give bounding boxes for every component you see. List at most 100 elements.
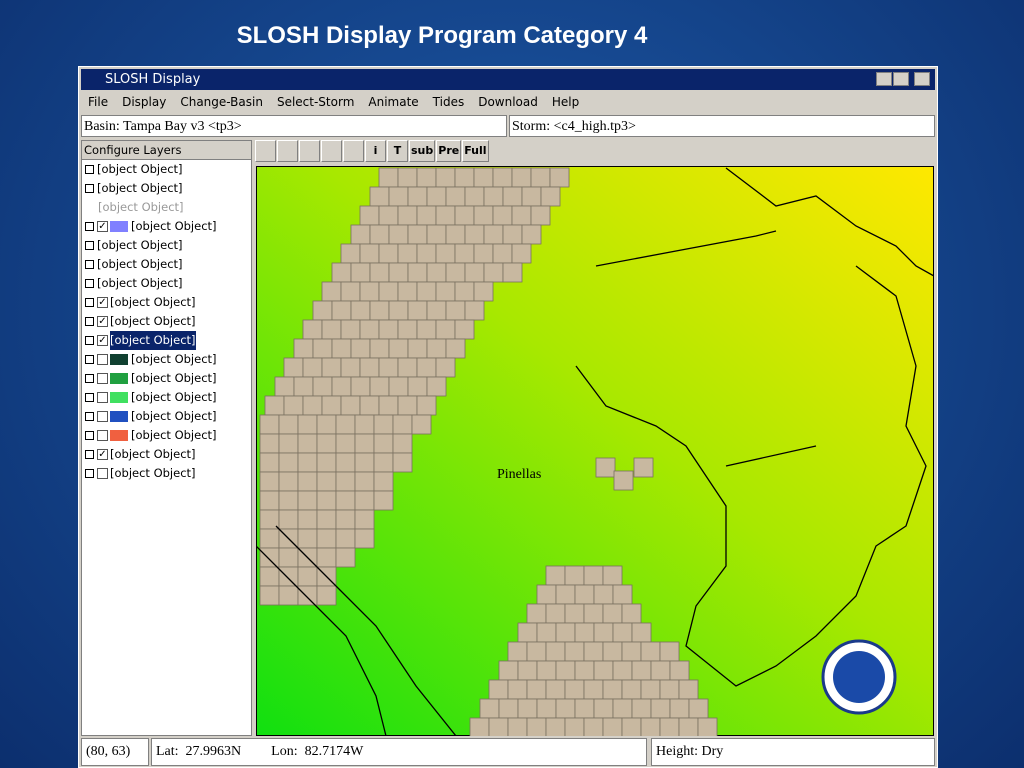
- dry-cell: [545, 717, 566, 736]
- dry-cell: [373, 414, 394, 435]
- dry-cell: [369, 262, 390, 283]
- layers-header: Configure Layers: [82, 141, 251, 160]
- dry-cell: [678, 717, 699, 736]
- dry-cell: [359, 357, 380, 378]
- dry-cell: [612, 584, 633, 605]
- dry-cell: [316, 585, 337, 606]
- layer-row[interactable]: [object Object]: [82, 407, 251, 426]
- dry-cell: [335, 414, 356, 435]
- window: SLOSH Display File Display Change-Basin Sel…: [78, 66, 938, 768]
- checkbox[interactable]: ✓: [97, 449, 108, 460]
- layer-row[interactable]: [object Object]: [82, 350, 251, 369]
- menu-item[interactable]: Display: [122, 95, 167, 109]
- dry-cell: [331, 376, 352, 397]
- checkbox[interactable]: [97, 354, 108, 365]
- checkbox[interactable]: ✓: [97, 316, 108, 327]
- dry-cell: [464, 186, 485, 207]
- layer-row[interactable]: ✓ [object Object]: [82, 293, 251, 312]
- menu-item[interactable]: File: [88, 95, 109, 109]
- checkbox[interactable]: [97, 411, 108, 422]
- checkbox[interactable]: ✓: [97, 335, 108, 346]
- maximize-button[interactable]: [893, 72, 909, 86]
- dry-cell: [454, 243, 475, 264]
- dry-cell: [583, 641, 604, 662]
- dry-cell: [354, 509, 375, 530]
- dry-cell: [526, 679, 547, 700]
- dry-cell: [335, 490, 356, 511]
- close-button[interactable]: [914, 72, 930, 86]
- checkbox[interactable]: [97, 430, 108, 441]
- dry-cell: [464, 300, 485, 321]
- dry-cell: [278, 433, 299, 454]
- layer-label: [object Object]: [110, 466, 196, 480]
- dry-cell: [297, 490, 318, 511]
- layer-row[interactable]: [object Object]: [82, 274, 251, 293]
- layer-row[interactable]: [object Object]: [82, 179, 251, 198]
- pan-button[interactable]: [321, 140, 342, 162]
- checkbox[interactable]: [97, 373, 108, 384]
- tool-button[interactable]: Full: [462, 140, 489, 162]
- dry-cell: [526, 717, 547, 736]
- checkbox[interactable]: ✓: [97, 221, 108, 232]
- layer-row[interactable]: ✓ [object Object]: [82, 445, 251, 464]
- layer-row[interactable]: [object Object]: [82, 388, 251, 407]
- dry-cell: [583, 717, 604, 736]
- dry-cell: [426, 224, 447, 245]
- checkbox[interactable]: ✓: [97, 297, 108, 308]
- dry-cell: [521, 224, 542, 245]
- menu-item[interactable]: Download: [478, 95, 538, 109]
- dry-cell: [350, 376, 371, 397]
- dry-cell: [278, 566, 299, 587]
- checkbox[interactable]: [97, 392, 108, 403]
- dry-cell: [259, 585, 280, 606]
- layer-row[interactable]: [object Object]: [82, 255, 251, 274]
- tool-button[interactable]: T: [387, 140, 408, 162]
- pointer-button[interactable]: [255, 140, 276, 162]
- coastline: [256, 167, 934, 736]
- menu-bar: File Display Change-Basin Select-Storm Anima…: [81, 91, 586, 113]
- menu-item[interactable]: Animate: [368, 95, 419, 109]
- layer-row[interactable]: [object Object]: [82, 160, 251, 179]
- layer-row[interactable]: ✓ [object Object]: [82, 331, 251, 350]
- dry-cell: [640, 717, 661, 736]
- dry-cell: [416, 319, 437, 340]
- tool-button[interactable]: i: [365, 140, 386, 162]
- menu-item[interactable]: Change-Basin: [180, 95, 263, 109]
- dry-cell: [283, 395, 304, 416]
- zoom-out-button[interactable]: [299, 140, 320, 162]
- dry-cell: [426, 186, 447, 207]
- dry-cell: [602, 603, 623, 624]
- dry-cell: [350, 338, 371, 359]
- menu-item[interactable]: Select-Storm: [276, 95, 355, 109]
- lat-lon: Lat: 27.9963N Lon: 82.7174W: [151, 738, 647, 766]
- tool-button[interactable]: sub: [409, 140, 436, 162]
- layer-row[interactable]: ✓ [object Object]: [82, 217, 251, 236]
- dry-cell: [321, 395, 342, 416]
- expander: [85, 184, 94, 193]
- layer-row[interactable]: [object Object]: [82, 236, 251, 255]
- expander: [85, 165, 94, 174]
- dry-cell: [316, 509, 337, 530]
- tool-button[interactable]: Pre: [436, 140, 462, 162]
- layer-row[interactable]: [object Object]: [82, 369, 251, 388]
- dry-cell: [350, 224, 371, 245]
- layer-row[interactable]: [object Object]: [82, 426, 251, 445]
- dry-cell: [595, 457, 616, 478]
- layer-row[interactable]: [object Object]: [82, 464, 251, 483]
- zoom-in-button[interactable]: [277, 140, 298, 162]
- menu-item[interactable]: Tides: [432, 95, 465, 109]
- dry-cell: [498, 660, 519, 681]
- dry-cell: [435, 205, 456, 226]
- map[interactable]: Pinellas: [256, 166, 934, 736]
- checkbox[interactable]: [97, 468, 108, 479]
- dry-cell: [321, 281, 342, 302]
- layer-row[interactable]: ✓ [object Object]: [82, 312, 251, 331]
- minimize-button[interactable]: [876, 72, 892, 86]
- dry-cell: [388, 338, 409, 359]
- measure-button[interactable]: [343, 140, 364, 162]
- layer-row[interactable]: [object Object]: [82, 198, 251, 217]
- dry-cell: [507, 679, 528, 700]
- menu-item[interactable]: Help: [551, 95, 580, 109]
- dry-cell: [302, 319, 323, 340]
